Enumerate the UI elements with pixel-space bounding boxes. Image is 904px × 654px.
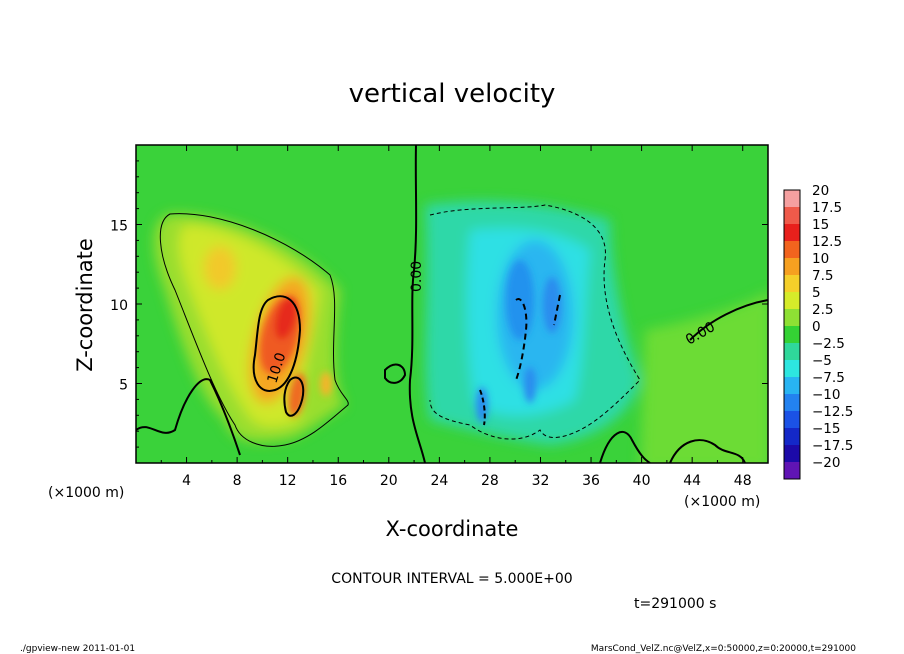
colorbar: 2017.51512.5107.552.50−2.5−5−7.5−10−12.5… [783, 183, 853, 480]
contour-line-negative-10 [515, 298, 528, 381]
x-tick-label: 28 [481, 473, 499, 489]
colorbar-swatch [784, 241, 800, 258]
cool-cell-lower [524, 367, 536, 403]
warm-cell-small [320, 372, 332, 396]
x-tick-label: 12 [279, 473, 297, 489]
colorbar-label: −7.5 [812, 370, 845, 386]
contour-line-zero-mid [408, 145, 426, 463]
colorbar-swatch [784, 411, 800, 428]
colorbar-swatch [784, 343, 800, 360]
contour-line-negative-5 [429, 204, 641, 440]
colorbar-frame [783, 189, 801, 480]
x-tick-label: 44 [683, 473, 701, 489]
colorbar-label: 20 [812, 183, 829, 199]
x-axis-label: X-coordinate [386, 517, 519, 541]
colorbar-label: 5 [812, 285, 821, 301]
colorbar-swatch [784, 326, 800, 343]
warm-cell-left [204, 246, 236, 290]
colorbar-swatch [784, 309, 800, 326]
y-tick-label: 5 [119, 378, 128, 394]
heatmap-field: 0.00 10.0 0.00 [136, 145, 768, 463]
contour-line-10 [252, 295, 302, 392]
colorbar-swatch [784, 190, 800, 207]
colorbar-swatch [784, 462, 800, 479]
colorbar-label: 17.5 [812, 200, 842, 216]
colorbar-label: −17.5 [812, 438, 853, 454]
footer-right: MarsCond_VelZ.nc@VelZ,x=0:50000,z=0:2000… [591, 644, 856, 654]
colorbar-label: 15 [812, 217, 829, 233]
y-axis-label: Z-coordinate [73, 238, 97, 372]
contour-line-negative-10-right [553, 294, 561, 326]
colorbar-swatch [784, 394, 800, 411]
contour-line-10-lower [283, 376, 305, 417]
x-tick-label: 8 [233, 473, 242, 489]
contour-label-zero-mid: 0.00 [409, 261, 425, 292]
colorbar-label: −10 [812, 387, 841, 403]
colorbar-label: −12.5 [812, 404, 853, 420]
x-tick-label: 16 [329, 473, 347, 489]
colorbar-label: 7.5 [812, 268, 833, 284]
footer-left: ./gpview-new 2011-01-01 [20, 644, 135, 654]
colorbar-swatch [784, 428, 800, 445]
contour-line-zero-small [384, 363, 407, 384]
y-tick-label: 10 [110, 298, 128, 314]
colorbar-swatch [784, 275, 800, 292]
x-tick-label: 4 [182, 473, 191, 489]
colorbar-swatch [784, 292, 800, 309]
colorbar-label: 12.5 [812, 234, 842, 250]
colorbar-label: −2.5 [812, 336, 845, 352]
colorbar-swatch [784, 360, 800, 377]
contour-line-zero-low-left [136, 378, 241, 456]
x-tick-label: 36 [582, 473, 600, 489]
x-tick-label: 40 [633, 473, 651, 489]
colorbar-swatch [784, 224, 800, 241]
x-tick-label: 24 [430, 473, 448, 489]
chart-title: vertical velocity [349, 79, 556, 109]
colorbar-swatch [784, 258, 800, 275]
contour-lines [136, 145, 768, 463]
y-axis-unit: (×1000 m) [48, 485, 124, 501]
x-tick-label: 48 [734, 473, 752, 489]
x-tick-label: 20 [380, 473, 398, 489]
colorbar-label: −20 [812, 455, 841, 471]
contour-line-zero-low-right [599, 430, 651, 463]
colorbar-label: 0 [812, 319, 821, 335]
x-axis-ticks: 4 8 12 16 20 24 28 32 36 40 44 48 [160, 145, 752, 489]
x-tick-label: 32 [532, 473, 550, 489]
colorbar-swatch [784, 445, 800, 462]
colorbar-swatch [784, 207, 800, 224]
contour-line-warm-outer [159, 213, 349, 447]
colorbar-swatch [784, 377, 800, 394]
colorbar-label: 10 [812, 251, 829, 267]
time-label: t=291000 s [634, 596, 716, 612]
contour-line-zero-right [689, 299, 768, 341]
colorbar-label: −5 [812, 353, 832, 369]
y-tick-label: 15 [110, 219, 128, 235]
colorbar-label: −15 [812, 421, 841, 437]
colorbar-label: 2.5 [812, 302, 833, 318]
contour-line-zero-low-right2 [669, 439, 746, 463]
warm-cell-lower [288, 373, 306, 417]
contour-interval-note: CONTOUR INTERVAL = 5.000E+00 [331, 571, 572, 587]
x-axis-unit: (×1000 m) [684, 494, 760, 510]
y-axis-ticks: 5 10 15 [110, 160, 768, 448]
cool-cell-lower-left [476, 387, 488, 423]
cool-cell-core-right [543, 277, 561, 333]
warm-cell-peak [274, 296, 298, 340]
contour-line-negative-10-lower [479, 389, 486, 426]
warm-region-right [640, 291, 768, 463]
